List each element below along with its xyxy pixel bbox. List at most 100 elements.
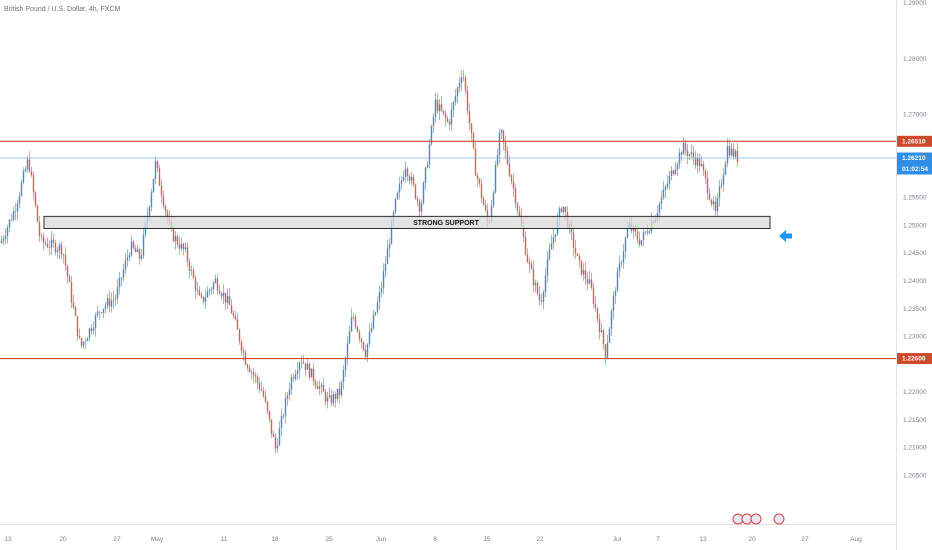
candle (364, 344, 367, 360)
candle (220, 291, 223, 301)
candle (374, 311, 377, 316)
candle (286, 391, 289, 406)
candle (196, 281, 199, 295)
candle (598, 313, 601, 340)
candle (670, 166, 673, 181)
candle (328, 387, 331, 400)
candle (308, 362, 311, 380)
candle (470, 123, 473, 141)
candle (546, 251, 549, 284)
candle (444, 109, 447, 126)
candle (372, 310, 375, 331)
candle (430, 124, 433, 146)
price-tick-label: 1.21000 (903, 445, 927, 452)
candle (508, 155, 511, 178)
candle (398, 176, 401, 200)
candle (420, 199, 423, 218)
candle (434, 92, 437, 124)
candle (422, 180, 425, 205)
candle (402, 170, 405, 182)
candle (98, 311, 101, 321)
candle (298, 360, 301, 379)
candle (130, 235, 133, 257)
candle (360, 337, 363, 349)
candle (640, 240, 643, 247)
candle (288, 382, 291, 401)
candle (246, 363, 249, 371)
candle (426, 160, 429, 169)
time-axis[interactable]: 13 20 27 May 11 18 25 Jun 8 15 22 Jul 7 13 20 27 Aug (4, 536, 862, 543)
candle (620, 260, 623, 268)
candle (290, 374, 293, 395)
candle (40, 233, 43, 241)
candle (82, 341, 85, 349)
candle (16, 199, 19, 221)
price-tick-label: 1.24000 (903, 278, 927, 285)
candle (164, 203, 167, 218)
arrow-left-icon (779, 230, 792, 242)
support-zone-rect[interactable] (43, 215, 771, 230)
candle (206, 286, 209, 298)
candle (616, 266, 619, 292)
candle (276, 438, 279, 453)
candle (58, 242, 61, 260)
candle (250, 369, 253, 380)
candle (692, 146, 695, 165)
price-tick-label: 1.24500 (903, 250, 927, 257)
candle (294, 369, 297, 381)
candle (106, 293, 109, 310)
candle (592, 282, 595, 309)
candle (538, 285, 541, 307)
price-tick-label: 1.27000 (903, 111, 927, 118)
candle (210, 286, 213, 295)
candle (702, 160, 705, 177)
candle (0, 235, 3, 245)
candle (694, 151, 697, 170)
candle (388, 238, 391, 258)
candle (154, 157, 157, 184)
candle (152, 178, 155, 193)
candle (432, 113, 435, 134)
candle (306, 358, 309, 370)
candle (316, 381, 319, 390)
candle (370, 322, 373, 334)
uk-flag-icon[interactable] (773, 513, 785, 525)
candle (410, 172, 413, 186)
candle (62, 253, 65, 264)
support-zone[interactable]: STRONG SUPPORT (43, 215, 771, 230)
candle (686, 144, 689, 165)
candle (266, 400, 269, 415)
us-flag-icon[interactable] (750, 513, 762, 525)
candle (90, 324, 93, 335)
candle (182, 242, 185, 256)
current-price-tag-label: 1.26210 (902, 155, 926, 162)
candle (384, 256, 387, 278)
candle (312, 363, 315, 387)
price-axis[interactable]: 1.290001.280001.270001.260001.255001.250… (903, 0, 927, 479)
candle (700, 155, 703, 168)
candle (244, 349, 247, 366)
candle (638, 231, 641, 248)
candle (314, 378, 317, 390)
time-tick-label: 22 (536, 536, 544, 543)
time-tick-label: 18 (271, 536, 279, 543)
candle (474, 141, 477, 176)
candle (112, 290, 115, 309)
level-tag-bottom-label: 1.22600 (902, 356, 926, 363)
candle (680, 150, 683, 162)
candle (10, 213, 13, 222)
price-tick-label: 1.23500 (903, 306, 927, 313)
candle (24, 166, 27, 173)
candle (368, 323, 371, 348)
candle (124, 253, 127, 274)
candle (668, 170, 671, 190)
candle (150, 188, 153, 212)
candle (448, 118, 451, 131)
candle (618, 255, 621, 278)
candle (580, 260, 583, 277)
event-icons[interactable] (732, 513, 785, 525)
candle (230, 299, 233, 314)
candle (386, 239, 389, 264)
time-tick-label: Jun (376, 536, 387, 543)
